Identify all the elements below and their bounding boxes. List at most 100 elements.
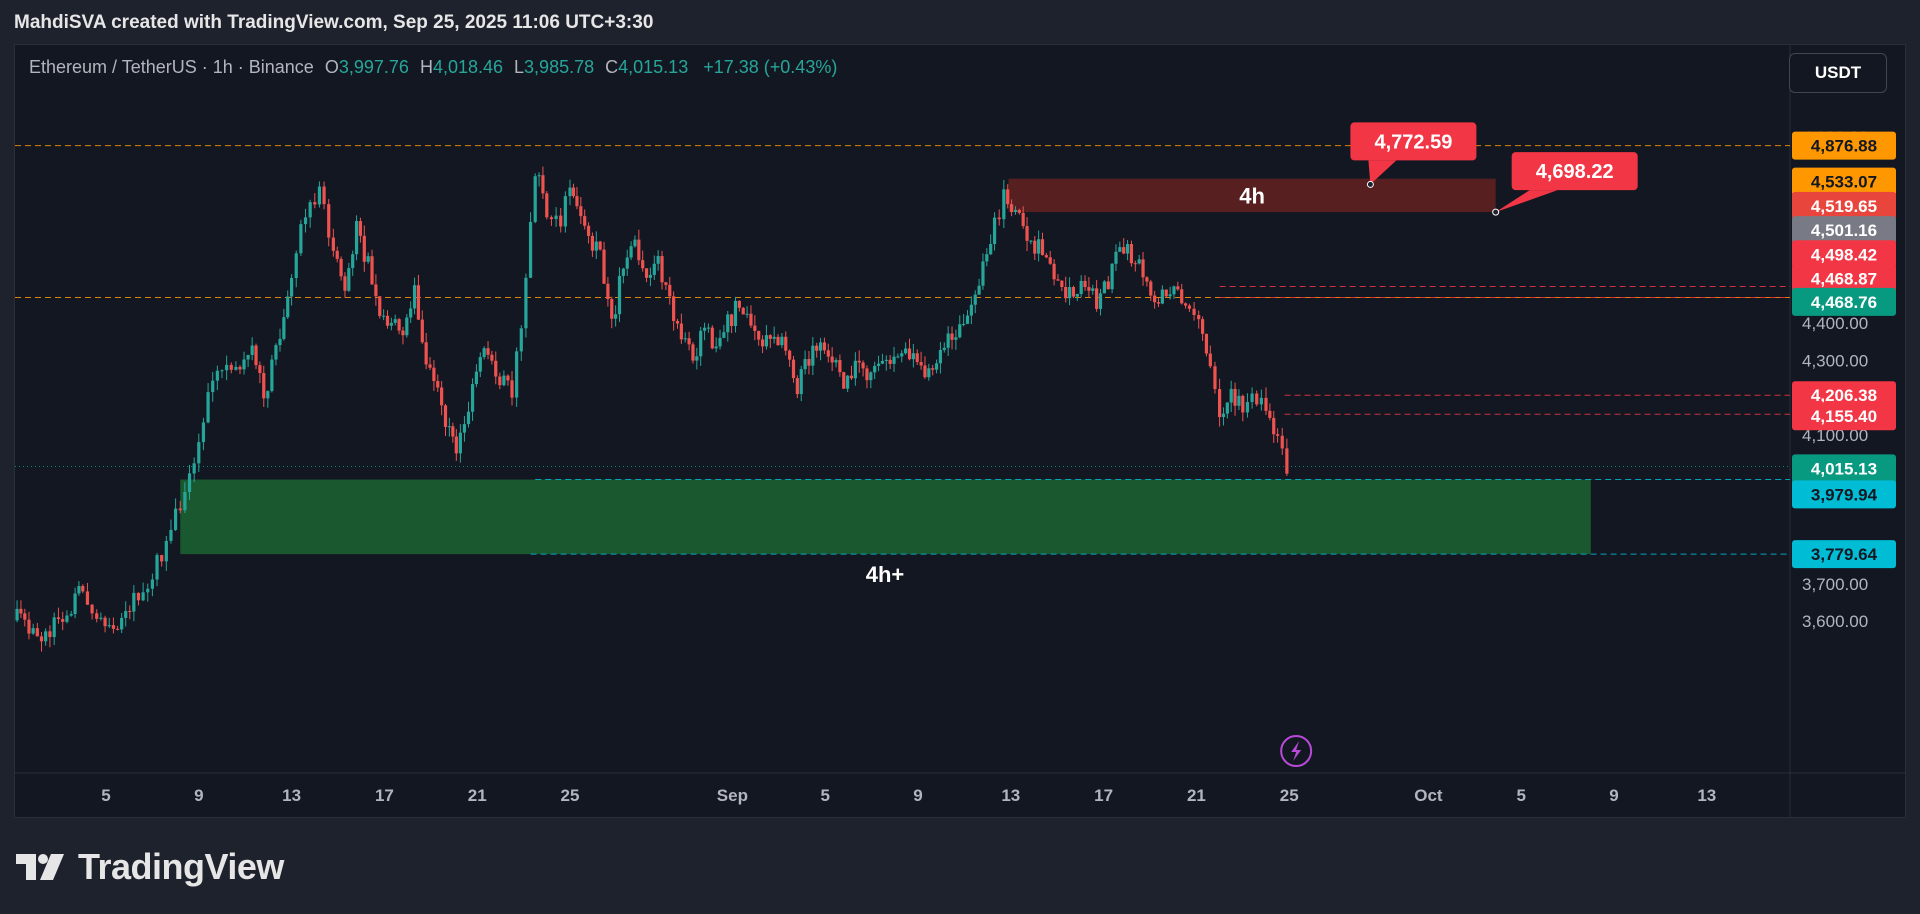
candle-body: [644, 268, 649, 278]
chart-frame[interactable]: 3,600.003,700.003,800.004,100.004,300.00…: [14, 44, 1906, 818]
x-tick-label: 5: [1516, 786, 1525, 805]
price-callout[interactable]: [1350, 122, 1477, 161]
candle-body: [614, 314, 618, 319]
candle-body: [290, 278, 294, 297]
currency-button[interactable]: USDT: [1789, 53, 1887, 93]
candle-body: [436, 381, 440, 388]
candle-body: [462, 424, 467, 433]
candle-body: [183, 491, 187, 511]
candle-body: [664, 282, 668, 285]
price-axis-label[interactable]: 4,468.76: [1792, 287, 1896, 316]
price-axis-label[interactable]: 4,533.07: [1792, 167, 1896, 196]
candle-body: [776, 336, 780, 346]
candle-body: [857, 360, 861, 363]
candle-body: [206, 392, 210, 423]
price-axis-label[interactable]: 4,155.40: [1792, 402, 1896, 431]
candle-body: [1250, 393, 1254, 403]
candle-body: [1044, 255, 1048, 258]
candle-body: [1259, 397, 1263, 405]
price-axis-label[interactable]: 3,779.64: [1792, 540, 1896, 569]
candle-body: [1091, 288, 1095, 291]
candle-body: [69, 614, 73, 616]
candle-body: [784, 336, 788, 351]
candle-body: [23, 613, 27, 620]
demand-zone-4h-plus[interactable]: [180, 479, 1591, 555]
callout-pointer: [1495, 190, 1558, 213]
candle-body: [61, 619, 65, 622]
candle-body: [1021, 212, 1025, 227]
x-tick-label: 9: [1609, 786, 1618, 805]
candle-body: [822, 342, 827, 351]
supply-zone-4h-label: 4h: [1239, 183, 1265, 208]
candle-body: [343, 276, 347, 291]
candle-body: [238, 366, 242, 370]
candle-body: [931, 368, 935, 370]
x-tick-label: 25: [561, 786, 580, 805]
candle-body: [1237, 395, 1241, 406]
candle-body: [1153, 295, 1157, 303]
candle-body: [989, 243, 993, 255]
candle-body: [1218, 389, 1222, 418]
x-tick-label: 13: [1697, 786, 1716, 805]
price-axis-label-text: 4,533.07: [1811, 173, 1877, 192]
candle-body: [201, 422, 206, 443]
price-axis-label-text: 3,979.94: [1811, 485, 1878, 504]
candle-body: [625, 257, 629, 269]
candle-body: [474, 371, 479, 385]
candle-body: [1110, 263, 1114, 290]
candle-body: [1125, 244, 1130, 254]
candle-body: [780, 336, 784, 346]
symbol-legend[interactable]: Ethereum / TetherUS · 1h · Binance O3,99…: [29, 57, 837, 78]
change-value: +17.38 (+0.43%): [703, 57, 838, 77]
symbol-name[interactable]: Ethereum / TetherUS · 1h · Binance: [29, 57, 314, 77]
candle-body: [397, 319, 401, 331]
candle-body: [973, 294, 977, 305]
price-chart[interactable]: 3,600.003,700.003,800.004,100.004,300.00…: [15, 45, 1905, 817]
candle-body: [533, 176, 537, 222]
candle-body: [699, 330, 703, 357]
candle-body: [545, 193, 549, 218]
candle-body: [258, 365, 262, 374]
candle-body: [1009, 204, 1014, 212]
candle-body: [880, 360, 885, 364]
candle-body: [633, 239, 637, 247]
price-axis-label[interactable]: 4,876.88: [1792, 131, 1896, 160]
candle-body: [923, 365, 927, 378]
supply-zone-4h[interactable]: [1008, 178, 1496, 213]
candle-body: [225, 364, 229, 371]
candle-body: [128, 610, 132, 612]
candle-body: [90, 604, 94, 614]
tradingview-branding[interactable]: TradingView: [16, 846, 284, 888]
price-callout[interactable]: [1511, 152, 1638, 191]
callout-anchor: [1366, 180, 1374, 188]
candle-body: [335, 250, 339, 259]
price-axis-label[interactable]: 4,519.65: [1792, 191, 1896, 220]
candle-body: [308, 202, 312, 218]
candle-body: [749, 313, 753, 326]
price-axis-label[interactable]: 4,468.87: [1792, 264, 1896, 293]
price-axis-label-text: 4,498.42: [1811, 245, 1877, 264]
candle-body: [811, 345, 815, 366]
price-axis-label-text: 4,015.13: [1811, 459, 1877, 478]
candle-body: [358, 221, 363, 236]
price-axis-label[interactable]: 3,979.94: [1792, 480, 1896, 509]
candle-body: [834, 360, 838, 363]
candle-body: [1176, 286, 1180, 290]
candle-body: [132, 592, 136, 612]
candle-body: [1002, 189, 1006, 220]
candle-body: [861, 362, 865, 369]
candle-body: [1052, 263, 1056, 280]
price-axis-label[interactable]: 4,501.16: [1792, 216, 1896, 245]
candle-body: [830, 356, 834, 363]
candle-body: [818, 342, 823, 351]
price-axis-label[interactable]: 4,498.42: [1792, 240, 1896, 269]
candle-body: [454, 436, 458, 454]
candle-body: [760, 339, 765, 347]
y-tick-label: 3,600.00: [1802, 612, 1868, 631]
candle-body: [675, 320, 680, 324]
lightning-icon[interactable]: [1280, 735, 1313, 767]
candle-body: [741, 307, 745, 315]
price-callout-text: 4,698.22: [1536, 161, 1614, 183]
candle-body: [432, 367, 436, 382]
x-tick-label: Sep: [717, 786, 748, 805]
